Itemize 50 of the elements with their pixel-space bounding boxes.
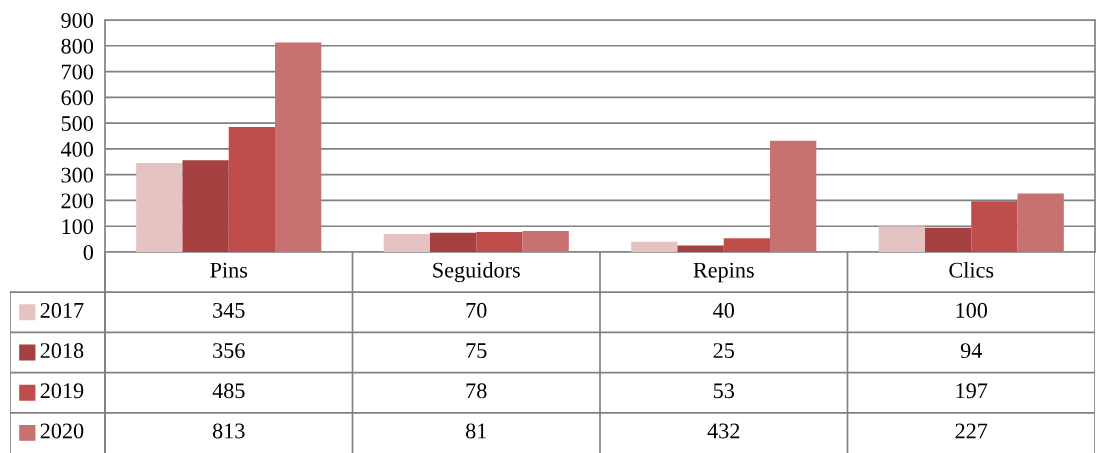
bar (522, 231, 569, 252)
bar (631, 241, 678, 252)
bar (383, 233, 430, 252)
legend-label: 2019 (40, 383, 84, 399)
x-tick-label: Seguidors (433, 261, 520, 283)
bar (770, 140, 817, 252)
data-label: 40 (713, 302, 735, 318)
bar (182, 160, 229, 252)
data-label: 432 (707, 423, 740, 439)
data-label: 813 (212, 423, 245, 439)
data-label: 227 (955, 423, 988, 439)
data-label: 75 (466, 343, 487, 359)
x-tick-label: Pins (210, 262, 248, 278)
y-tick-label: 200 (61, 193, 94, 209)
x-tick-label: Repins (693, 262, 754, 283)
bar (924, 227, 972, 252)
y-tick-label: 0 (83, 244, 94, 260)
y-tick-label: 800 (61, 38, 94, 54)
data-label: 197 (956, 383, 988, 399)
x-tick-label: Clics (949, 262, 994, 278)
bar (136, 163, 183, 252)
bar (878, 226, 925, 252)
data-label: 94 (960, 343, 983, 359)
data-label: 356 (213, 343, 245, 359)
y-tick-label: 400 (60, 141, 94, 157)
legend-label: 2017 (40, 302, 84, 318)
bar (429, 232, 477, 252)
bar (723, 238, 771, 252)
data-label: 25 (713, 343, 734, 359)
bar (476, 231, 523, 252)
bar (677, 245, 724, 252)
bar (1017, 193, 1064, 252)
legend-label: 2020 (40, 423, 84, 439)
data-label: 53 (713, 383, 734, 399)
y-tick-label: 300 (61, 167, 94, 183)
bar (971, 201, 1018, 252)
bar (275, 42, 322, 252)
y-tick-label: 900 (61, 12, 94, 28)
y-tick-label: 500 (61, 116, 94, 132)
data-label: 78 (466, 383, 487, 399)
y-tick-label: 600 (61, 90, 94, 106)
data-label: 70 (466, 302, 487, 318)
legend-label: 2018 (40, 343, 84, 359)
bar (228, 126, 276, 252)
data-label: 81 (465, 423, 487, 439)
data-label: 485 (212, 383, 245, 399)
y-tick-label: 700 (62, 64, 94, 80)
data-label: 345 (213, 302, 245, 318)
y-tick-label: 100 (62, 219, 94, 235)
data-label: 100 (956, 302, 988, 318)
